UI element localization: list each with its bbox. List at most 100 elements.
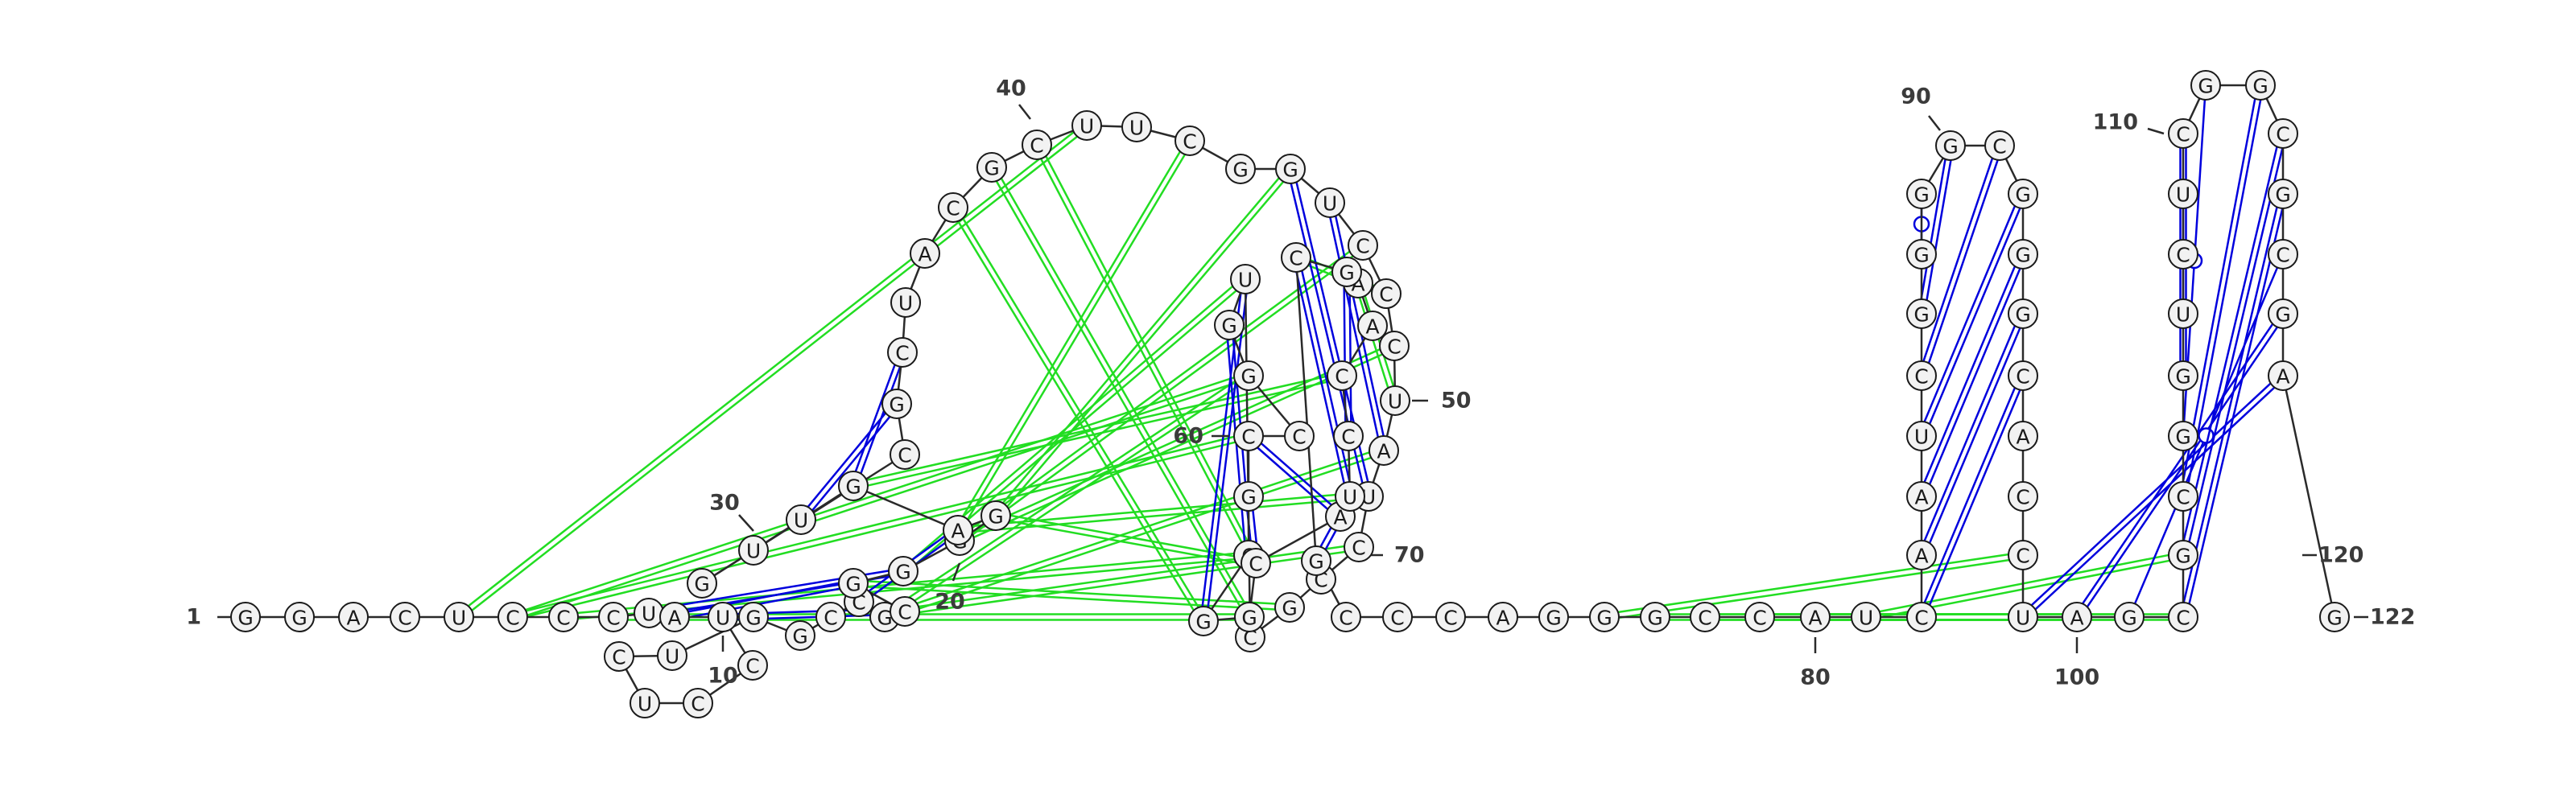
nucleotide-circle bbox=[1344, 532, 1374, 562]
nucleotide-circle bbox=[890, 439, 920, 470]
nucleotide-circle bbox=[1357, 311, 1388, 341]
nucleotide-73: C bbox=[1281, 242, 1311, 273]
nucleotide-letter: A bbox=[667, 607, 681, 630]
index-label-120: 120 bbox=[2318, 543, 2363, 568]
nucleotide-circle bbox=[737, 650, 768, 681]
nucleotide-49: U bbox=[1380, 385, 1410, 416]
nucleotide-circle bbox=[604, 641, 634, 672]
nucleotide-letter: C bbox=[556, 607, 570, 630]
index-label-30: 30 bbox=[709, 491, 740, 516]
nucleotide-letter: U bbox=[1361, 486, 1376, 509]
nucleotide-83: C bbox=[1744, 602, 1775, 632]
base-pair-line bbox=[2182, 98, 2256, 482]
nucleotide-114: C bbox=[2168, 118, 2198, 149]
nucleotide-circle bbox=[890, 287, 921, 318]
tertiary-contact-line bbox=[513, 377, 1250, 621]
nucleotide-17: G bbox=[738, 602, 769, 632]
nucleotide-30: U bbox=[738, 535, 769, 566]
nucleotide-circle bbox=[838, 471, 869, 501]
nucleotide-78: A bbox=[1488, 602, 1518, 632]
nucleotide-letter: G bbox=[2326, 607, 2342, 630]
nucleotide-letter: G bbox=[1282, 597, 1297, 620]
nucleotide-circle bbox=[2114, 602, 2145, 632]
nucleotide-letter: U bbox=[642, 603, 656, 626]
nucleotide-letter: U bbox=[1129, 117, 1144, 140]
nucleotide-8: C bbox=[598, 602, 629, 632]
base-pair-line bbox=[1929, 208, 2021, 425]
nucleotide-letter: G bbox=[2175, 365, 2190, 389]
nucleotide-letter: G bbox=[895, 561, 910, 584]
nucleotide-circle bbox=[2168, 239, 2198, 270]
nucleotide-letter: C bbox=[2176, 607, 2190, 630]
nucleotide-circle bbox=[2008, 298, 2038, 329]
tertiary-contact-line bbox=[1604, 557, 2024, 621]
nucleotide-circle bbox=[1225, 154, 1256, 184]
index-tick bbox=[952, 562, 961, 582]
nucleotide-89: U bbox=[1906, 421, 1937, 451]
nucleotide-letter: A bbox=[346, 607, 360, 630]
nucleotide-letter: A bbox=[951, 520, 964, 543]
nucleotide-circle bbox=[1800, 602, 1831, 632]
index-tick bbox=[1018, 104, 1031, 120]
nucleotide-letter: A bbox=[2016, 426, 2029, 449]
nucleotide-circle bbox=[1331, 602, 1361, 632]
tertiary-contact-line bbox=[886, 377, 1251, 620]
nucleotide-letter: G bbox=[877, 607, 892, 630]
nucleotide-letter: G bbox=[1282, 158, 1298, 182]
nucleotide-circle bbox=[943, 515, 973, 545]
wobble-pair-marker bbox=[2198, 427, 2215, 444]
nucleotide-letter: C bbox=[1249, 553, 1262, 576]
nucleotide-letter: G bbox=[1195, 611, 1211, 634]
nucleotide-circle bbox=[2008, 360, 2038, 391]
nucleotide-circle bbox=[1022, 130, 1052, 160]
nucleotide-circle bbox=[2168, 118, 2198, 149]
nucleotide-circle bbox=[980, 500, 1011, 531]
nucleotide-letter: G bbox=[1546, 607, 1561, 630]
nucleotide-letter: A bbox=[1914, 545, 1928, 568]
nucleotide-111: U bbox=[2168, 298, 2198, 329]
nucleotide-circle bbox=[1589, 602, 1620, 632]
nucleotide-letter: U bbox=[1343, 486, 1357, 509]
base-pair-line bbox=[1295, 272, 1345, 484]
nucleotide-113: U bbox=[2168, 179, 2198, 209]
nucleotide-circle bbox=[1368, 435, 1399, 466]
nucleotide-letter: C bbox=[898, 444, 911, 467]
index-label-20: 20 bbox=[935, 590, 965, 615]
nucleotide-circle bbox=[1331, 257, 1362, 287]
nucleotide-121: A bbox=[2268, 360, 2298, 391]
nucleotide-circle bbox=[1379, 331, 1410, 361]
nucleotide-letter: A bbox=[1333, 506, 1347, 529]
base-pair-line bbox=[1923, 325, 2016, 541]
nucleotide-22: C bbox=[890, 596, 920, 627]
nucleotide-circle bbox=[2008, 179, 2038, 209]
nucleotide-circle bbox=[1274, 592, 1305, 623]
nucleotide-37: C bbox=[938, 192, 968, 223]
base-pair-line bbox=[1920, 158, 1946, 299]
tertiary-contact-line bbox=[853, 377, 1344, 490]
nucleotide-circle bbox=[1906, 239, 1937, 270]
nucleotide-105: G bbox=[2114, 602, 2145, 632]
base-pair-line bbox=[1257, 446, 1328, 510]
nucleotide-101: C bbox=[2008, 481, 2038, 512]
nucleotide-circle bbox=[2245, 70, 2276, 101]
nucleotide-letter: A bbox=[1377, 440, 1390, 463]
nucleotide-letter: G bbox=[1221, 315, 1236, 338]
nucleotide-letter: G bbox=[889, 393, 904, 417]
index-tick bbox=[2147, 127, 2165, 135]
nucleotide-circle bbox=[497, 602, 528, 632]
nucleotide-7: C bbox=[548, 602, 579, 632]
nucleotide-letter: G bbox=[2175, 545, 2190, 568]
nucleotide-letter: C bbox=[895, 342, 909, 365]
nucleotide-circle bbox=[2168, 298, 2198, 329]
nucleotide-letter: C bbox=[1341, 426, 1355, 449]
nucleotide-98: G bbox=[2008, 298, 2038, 329]
nucleotide-letter: C bbox=[1352, 537, 1365, 560]
nucleotide-circle bbox=[1984, 130, 2015, 161]
tertiary-contact-line bbox=[852, 372, 1342, 484]
nucleotide-circle bbox=[1241, 548, 1271, 578]
nucleotide-letter: G bbox=[1596, 607, 1612, 630]
nucleotide-circle bbox=[838, 568, 869, 599]
nucleotide-letter: C bbox=[1698, 607, 1711, 630]
nucleotide-circle bbox=[738, 535, 769, 566]
nucleotide-27: A bbox=[943, 515, 973, 545]
